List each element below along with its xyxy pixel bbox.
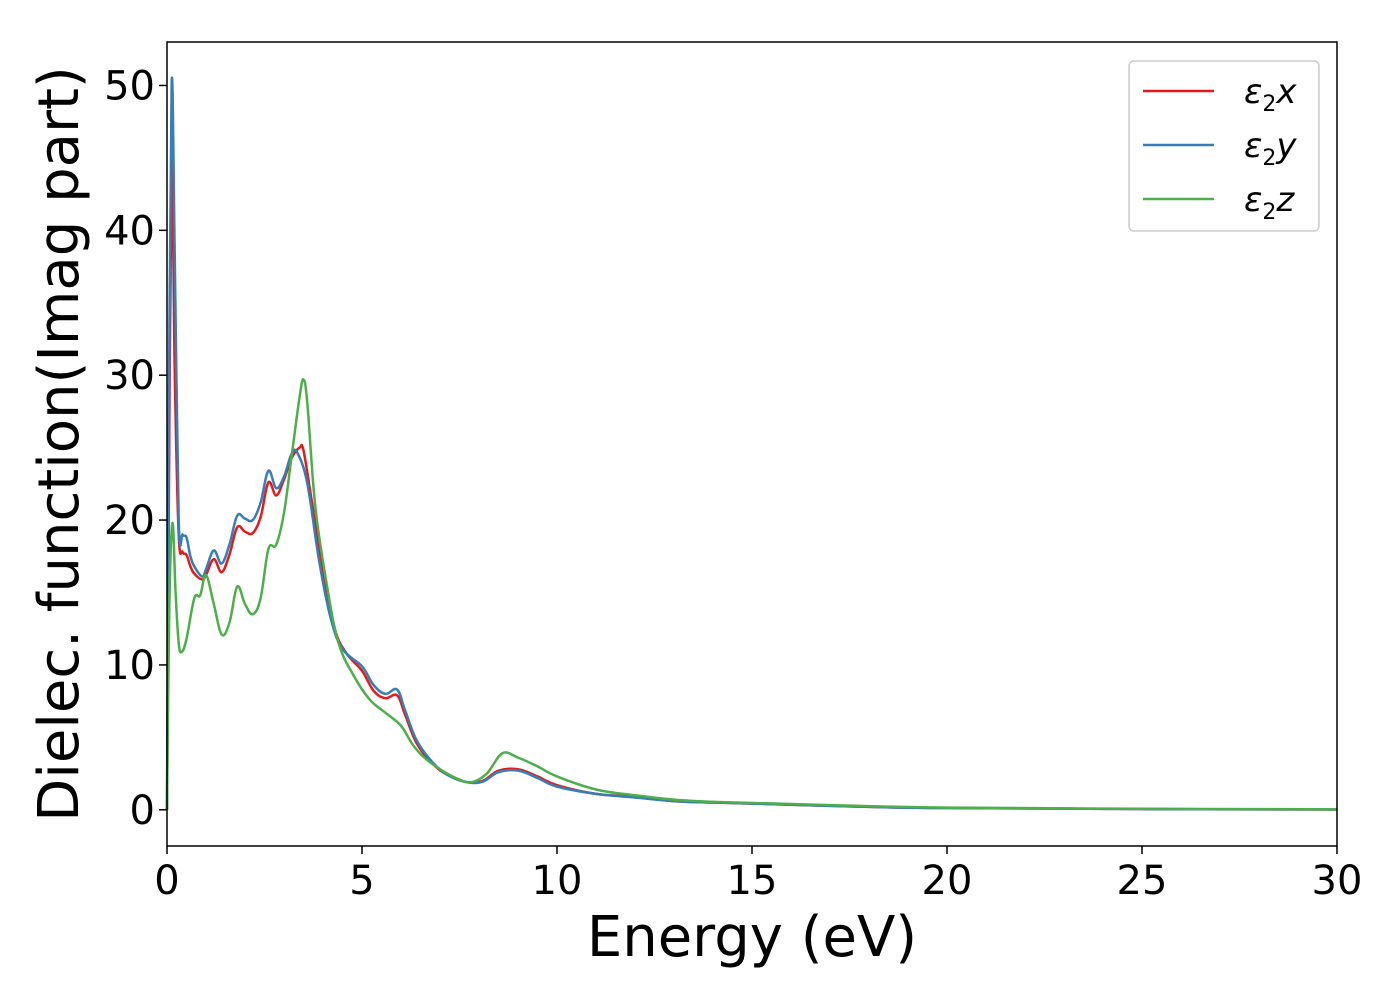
y-tick-label: 20 [104,498,155,544]
series-layer [165,76,1338,811]
x-tick-label: 0 [154,858,179,904]
legend-label-x: ε2x [1244,72,1297,117]
y-axis-title: Dielec. function(Imag part) [27,66,92,822]
y-tick-label: 50 [104,63,155,109]
y-axis: 0 10 20 30 40 50 [104,63,167,834]
x-tick-label: 25 [1117,858,1168,904]
series-line-y [165,76,1338,811]
legend-label-z: ε2z [1244,180,1295,225]
legend: ε2x ε2y ε2z [1128,60,1320,232]
x-tick-label: 30 [1312,858,1363,904]
x-axis-title: Energy (eV) [587,905,917,970]
x-tick-label: 10 [532,858,583,904]
legend-box [1128,60,1320,232]
y-tick-label: 30 [104,353,155,399]
x-axis: 0 5 10 15 20 25 30 [154,846,1362,904]
legend-label-y: ε2y [1244,126,1297,171]
y-tick-label: 10 [104,643,155,689]
series-line-z [165,378,1338,811]
x-tick-label: 5 [349,858,374,904]
y-tick-label: 40 [104,208,155,254]
y-tick-label: 0 [130,788,155,834]
x-tick-label: 15 [727,858,778,904]
x-tick-label: 20 [922,858,973,904]
